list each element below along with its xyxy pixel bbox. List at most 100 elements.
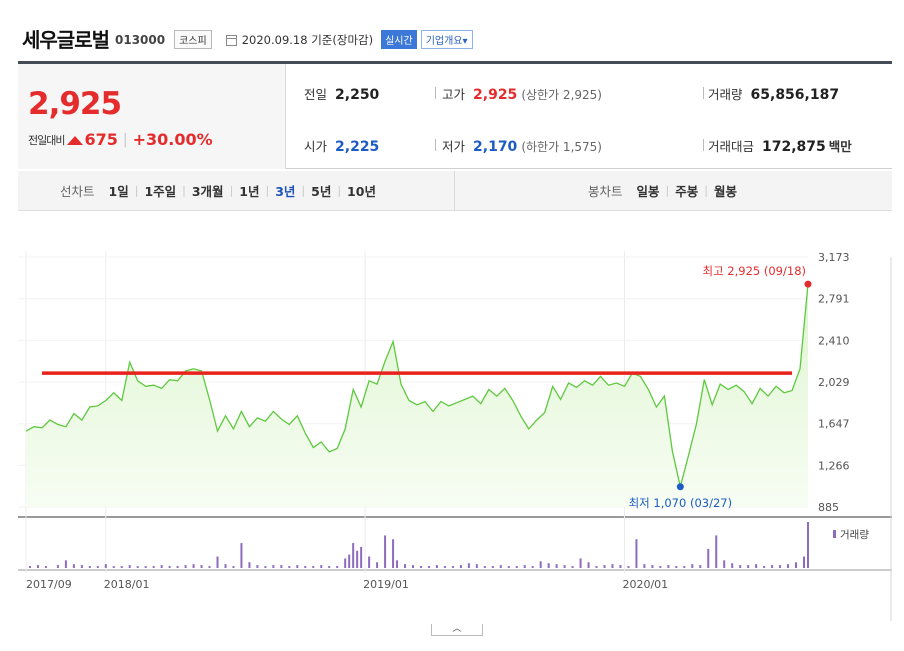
line-period-5[interactable]: 5년 [311, 184, 332, 199]
volume-bar [459, 565, 462, 568]
volume-bar [731, 563, 734, 568]
volume-bar [435, 565, 438, 568]
volume-bar [36, 565, 39, 568]
change-amount: 675 [84, 130, 118, 149]
candle-period-1[interactable]: 주봉 [675, 184, 699, 199]
volume-bar [360, 546, 363, 568]
period-divider [454, 171, 455, 210]
period-separator: | [704, 184, 708, 197]
line-chart-periods: 선차트 1일 | 1주일 | 3개월 | 1년 | 3년 | 5년 | 10년 [60, 171, 376, 210]
volume-bar [64, 560, 67, 568]
volume-bar [144, 566, 147, 568]
x-tick-label-1: 2018/01 [104, 578, 150, 591]
volume-bar [396, 560, 399, 568]
volume-bar [587, 562, 590, 568]
candle-period-2[interactable]: 월봉 [713, 184, 737, 199]
company-overview-button[interactable]: 기업개요▾ [420, 30, 473, 49]
market-badge: 코스피 [174, 30, 212, 49]
volume-bar [539, 561, 542, 568]
volume-bar [691, 564, 694, 568]
company-overview-label: 기업개요 [425, 36, 463, 47]
y-tick-label-4: 1,647 [818, 418, 850, 431]
volume-bar [779, 565, 782, 568]
volume-bar [627, 566, 630, 568]
volume-bar [80, 565, 83, 568]
volume-bar [643, 564, 646, 568]
volume-bar [651, 565, 654, 568]
volume-bar [723, 560, 726, 568]
volume-bar [304, 566, 307, 568]
candle-chart-periods: 봉차트 일봉 | 주봉 | 월봉 [588, 171, 737, 210]
volume-bar [547, 563, 550, 568]
volume-bar [412, 565, 415, 568]
volume-bar [667, 565, 670, 568]
line-period-4[interactable]: 3년 [275, 184, 296, 199]
volume-bar [248, 562, 251, 568]
volume-bar [699, 565, 702, 568]
volume-bar [619, 565, 622, 568]
separator [703, 87, 704, 99]
volume-bar [807, 522, 809, 568]
line-period-0[interactable]: 1일 [108, 184, 129, 199]
upper-limit: (상한가 2,925) [521, 88, 602, 102]
price-chart[interactable]: 3,173 2,791 2,410 2,029 1,647 1,266 885 최고 2,92… [0, 211, 904, 621]
volume-bar [707, 548, 710, 568]
volume-bar [344, 558, 347, 568]
line-period-2[interactable]: 3개월 [191, 184, 224, 199]
stock-name: 세우글로벌 [22, 27, 110, 52]
volume-bar [280, 565, 283, 568]
stock-code: 013000 [115, 33, 166, 47]
trading-amount: 거래대금 172,875 백만 [708, 136, 852, 155]
low-point-marker [676, 483, 684, 491]
volume-bar [683, 566, 686, 568]
volume-bar [216, 556, 219, 568]
volume-bar [272, 565, 275, 568]
chart-period-bar: 선차트 1일 | 1주일 | 3개월 | 1년 | 3년 | 5년 | 10년 봉차트 일봉 | 주봉 | 월봉 [18, 171, 892, 211]
candle-period-0[interactable]: 일봉 [636, 184, 660, 199]
volume-bar [328, 566, 331, 568]
volume-bar [795, 562, 798, 568]
current-price-panel: 2,925 전일대비 675 | +30.00% [18, 64, 286, 169]
volume-bar [499, 565, 502, 568]
volume-label: 거래량 [708, 87, 743, 102]
volume-bar [160, 565, 163, 568]
x-tick-label-0: 2017/09 [26, 578, 72, 591]
volume-bar [763, 566, 766, 568]
chevron-down-icon: ▾ [462, 36, 468, 47]
period-separator: | [337, 184, 342, 197]
x-tick-label-2: 2019/01 [363, 578, 409, 591]
high-value: 2,925 [473, 87, 518, 103]
open-price: 시가 2,225 [304, 136, 379, 155]
volume-bar [348, 554, 351, 568]
volume-bar [483, 566, 486, 568]
open-value: 2,225 [335, 139, 380, 155]
change-percent: +30.00% [132, 130, 213, 149]
period-separator: | [229, 184, 234, 197]
volume-bar [531, 566, 534, 568]
volume-bar [336, 566, 339, 568]
period-separator: | [265, 184, 270, 197]
calendar-icon [225, 34, 237, 46]
volume-bar [803, 556, 806, 568]
volume-bar [368, 556, 371, 568]
volume-bar [312, 566, 315, 568]
line-period-1[interactable]: 1주일 [144, 184, 177, 199]
high-point-marker [804, 280, 812, 288]
realtime-button[interactable]: 실시간 [381, 30, 417, 49]
volume-bar [563, 565, 566, 568]
line-period-3[interactable]: 1년 [239, 184, 260, 199]
volume-bar [739, 565, 742, 568]
open-label: 시가 [304, 139, 328, 154]
volume-bar [715, 535, 718, 568]
volume-bar [787, 564, 790, 568]
line-period-6[interactable]: 10년 [347, 184, 376, 199]
volume-value: 65,856,187 [750, 87, 840, 103]
low-value: 2,170 [473, 139, 518, 155]
volume-bar [603, 565, 606, 568]
y-tick-label-6: 885 [818, 501, 839, 514]
volume-bar [88, 566, 91, 568]
collapse-chart-button[interactable]: ︿ [431, 624, 483, 636]
high-label: 고가 [442, 87, 466, 102]
current-price: 2,925 [28, 86, 122, 122]
as-of-date: 2020.09.18 기준(장마감) [241, 33, 374, 47]
